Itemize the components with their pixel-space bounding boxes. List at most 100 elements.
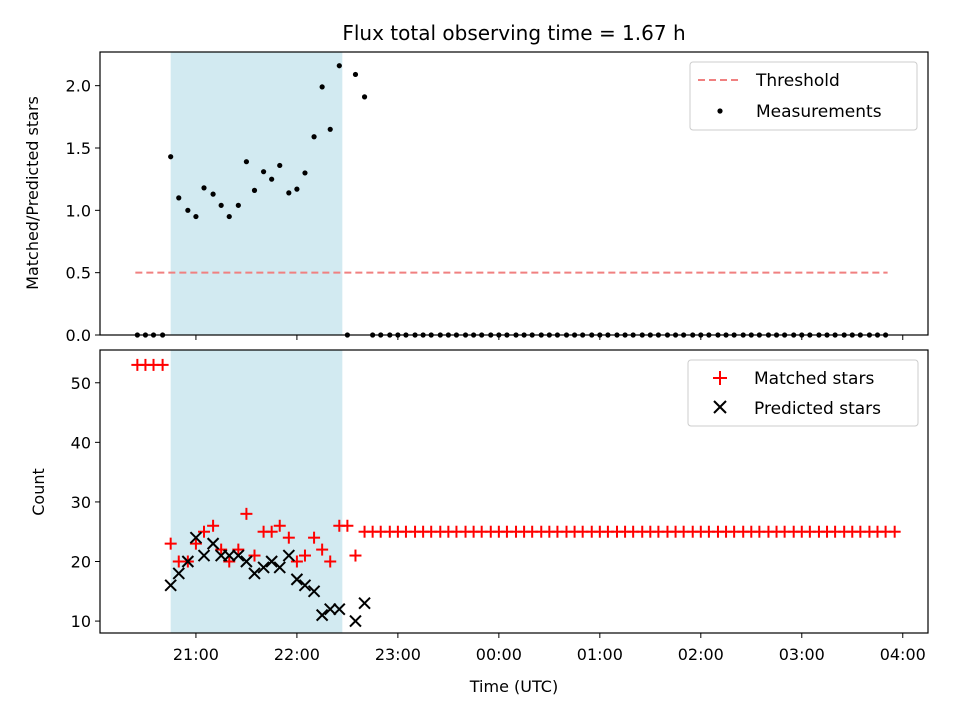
matched-star-point [273,519,286,532]
legend-measurements-swatch [717,108,723,114]
predicted-star-point [257,561,270,574]
matched-star-point [223,555,236,568]
matched-star-point [282,531,295,544]
predicted-star-point [232,549,245,562]
x-tick-label: 01:00 [577,645,623,664]
matched-star-point [215,543,228,556]
top-shaded-span [170,52,343,335]
measurement-point [277,162,283,169]
bottom-y-axis-label: Count [29,468,48,516]
top-legend: Threshold Measurements [689,61,918,131]
measurement-point [218,202,224,208]
measurement-point [243,159,250,165]
matched-star-point [316,543,329,556]
bottom-y-tick-label: 20 [71,553,91,572]
predicted-star-point [290,573,304,586]
measurement-point [302,170,308,176]
measurement-point [260,169,267,175]
x-tick-label: 04:00 [880,645,926,664]
top-axes-frame [99,51,929,336]
legend-matched-swatch [713,371,727,385]
legend-predicted-label: Predicted stars [754,399,881,419]
measurement-point [185,207,191,213]
x-tick-label: 03:00 [779,645,825,664]
predicted-star-point [349,614,362,628]
measurement-point [311,134,317,140]
measurement-point [168,154,174,160]
top-y-tick-label: 1.0 [66,201,91,220]
measurement-point [286,190,292,196]
measurement-point [294,186,300,192]
measurement-point [251,187,258,193]
bottom-legend: Matched stars Predicted stars [687,359,919,427]
predicted-star-point [358,597,371,610]
bottom-y-tick-label: 10 [71,612,91,631]
measurement-point [176,195,182,201]
x-tick-label: 23:00 [375,645,421,664]
matched-star-point [240,507,253,520]
measurement-point [352,71,359,78]
bottom-y-tick-label: 30 [71,493,91,512]
chart-title: Flux total observing time = 1.67 h [342,21,685,45]
matched-star-point [324,555,337,568]
legend-measurements-label: Measurements [756,102,882,122]
measurement-point [336,63,342,69]
predicted-star-point [206,537,220,550]
matched-star-point [164,537,177,550]
x-tick-label: 22:00 [274,645,320,664]
predicted-star-point [197,549,211,562]
bottom-y-tick-label: 40 [71,433,91,452]
predicted-star-point [189,531,203,544]
x-tick-label: 21:00 [173,645,219,664]
measurement-point [210,191,216,197]
predicted-star-point [164,579,177,592]
predicted-star-point [273,561,286,574]
predicted-star-point [324,602,337,616]
top-plot-area: 0.0 0.5 1.0 1.5 2.0 [66,51,929,345]
predicted-star-point [181,555,195,568]
matched-star-point [198,525,211,538]
measurement-point [201,185,207,191]
matched-star-point [156,358,169,371]
measurements-panel: 0.00.51.01.52.0 Matched/Predicted stars … [23,51,929,345]
predicted-star-point [307,585,321,598]
bottom-shaded-span [170,350,343,633]
predicted-star-point [223,549,236,562]
matched-star-point [308,531,321,544]
top-y-tick-label: 1.5 [66,139,91,158]
top-y-axis-label: Matched/Predicted stars [23,96,42,290]
measurement-point [226,213,232,220]
x-axis-label: Time (UTC) [469,677,558,696]
measurement-point [193,213,199,220]
matched-star-point [265,525,278,538]
measurement-point [235,202,241,208]
predicted-star-point [240,555,253,568]
matched-star-point [298,549,311,562]
x-tick-label: 00:00 [476,645,522,664]
bottom-y-tick-label: 50 [71,374,91,393]
bottom-axes-frame [99,349,929,634]
matched-star-point [888,525,901,538]
predicted-star-point [282,549,296,562]
predicted-star-point [248,567,261,580]
matched-star-point [189,537,202,550]
legend-matched-label: Matched stars [754,369,874,389]
matched-star-point [232,543,245,556]
measurement-point [361,94,368,100]
bottom-plot-area: 10 20 30 40 50 21:00 22:00 23:00 00:00 01:00 02:00… [71,349,929,664]
legend-threshold-label: Threshold [755,71,840,91]
matched-star-point [341,519,354,532]
counts-panel: 10 20 30 40 50 21:00 22:00 23:00 00:00 01:00 02:00… [29,349,929,664]
predicted-star-point [298,579,312,592]
matched-star-point [290,555,303,568]
top-y-tick-label: 2.0 [66,77,91,96]
top-y-tick-label: 0.5 [66,264,91,283]
predicted-star-point [315,608,329,622]
predicted-star-point [265,555,278,568]
x-tick-label: 02:00 [678,645,724,664]
matched-star-point [207,519,220,532]
measurement-point [327,126,333,132]
measurement-point [269,176,275,182]
predicted-star-point [333,602,346,616]
